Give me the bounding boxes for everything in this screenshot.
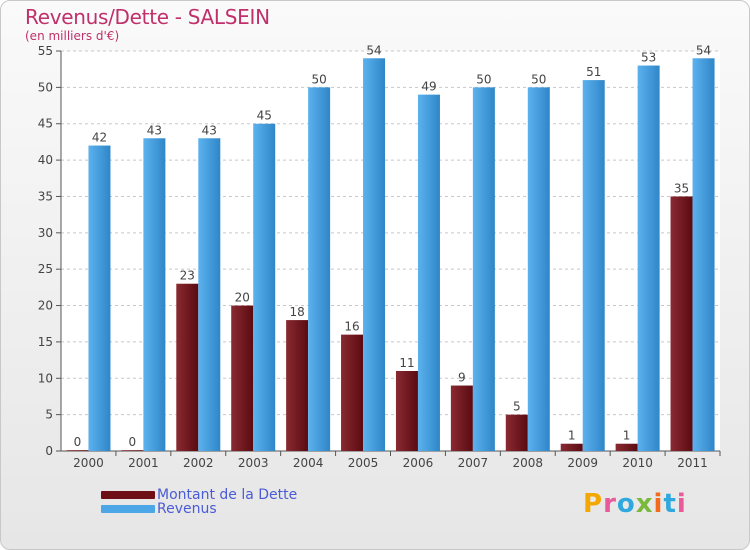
bar-dette [231,305,254,451]
data-label-dette: 18 [289,305,304,319]
x-tick-label: 2008 [513,456,544,470]
data-label-revenus: 50 [311,72,326,86]
chart-title: Revenus/Dette - SALSEIN [25,5,270,29]
y-tick-label: 0 [45,444,53,458]
bar-dette [670,196,693,451]
data-label-dette: 16 [344,320,359,334]
bar-revenus [198,138,221,452]
data-label-revenus: 42 [92,131,107,145]
data-label-dette: 0 [129,435,137,449]
bar-dette [176,283,199,451]
data-label-dette: 5 [513,400,521,414]
plot-area [61,51,720,451]
data-label-revenus: 50 [531,72,546,86]
chart-subtitle: (en milliers d'€) [25,29,120,43]
bar-dette [615,443,638,451]
bar-dette [121,450,144,451]
y-tick-label: 55 [38,44,53,58]
data-label-revenus: 54 [366,43,381,57]
y-tick-label: 40 [38,153,53,167]
data-label-revenus: 50 [476,72,491,86]
data-label-dette: 35 [674,181,689,195]
x-tick-label: 2006 [403,456,434,470]
data-label-revenus: 43 [202,123,217,137]
y-tick-label: 15 [38,335,53,349]
x-tick-label: 2001 [128,456,159,470]
data-label-revenus: 53 [641,51,656,65]
legend-item-dette: Montant de la Dette [101,487,297,503]
legend-label-dette: Montant de la Dette [157,487,298,503]
bar-dette [450,385,473,451]
data-label-revenus: 45 [257,109,272,123]
bar-dette [560,443,583,451]
x-tick-label: 2009 [567,456,598,470]
y-tick-label: 10 [38,371,53,385]
y-tick-label: 25 [38,262,53,276]
data-label-dette: 0 [74,435,82,449]
x-tick-label: 2007 [458,456,489,470]
x-tick-label: 2003 [238,456,269,470]
proxiti-logo: Proxiti [583,489,687,519]
bar-dette [341,334,364,451]
bar-revenus [308,87,331,451]
x-tick-label: 2011 [677,456,708,470]
bar-revenus [692,58,715,451]
bar-dette [286,320,309,451]
x-tick-label: 2004 [293,456,324,470]
data-label-dette: 9 [458,371,466,385]
legend-swatch-revenus [101,505,155,513]
bar-revenus [582,80,605,451]
legend-label-revenus: Revenus [157,501,217,517]
x-tick-label: 2002 [183,456,214,470]
bar-dette [505,414,528,451]
x-tick-label: 2000 [73,456,104,470]
bar-revenus [527,87,550,451]
y-tick-label: 45 [38,117,53,131]
y-tick-label: 5 [45,408,53,422]
bar-revenus [143,138,166,452]
bar-revenus [363,58,386,451]
y-tick-label: 50 [38,80,53,94]
bar-revenus [472,87,495,451]
data-label-revenus: 49 [421,80,436,94]
legend-swatch-dette [101,491,155,499]
legend-item-revenus: Revenus [101,501,217,517]
x-tick-label: 2005 [348,456,379,470]
data-label-revenus: 43 [147,123,162,137]
data-label-dette: 1 [568,429,576,443]
data-label-dette: 11 [399,356,414,370]
bar-revenus [253,123,276,452]
bar-dette [66,450,89,451]
data-label-dette: 20 [235,291,250,305]
bar-revenus [637,65,660,451]
bar-dette [395,371,418,451]
data-label-revenus: 54 [696,43,711,57]
bar-revenus [88,145,111,451]
data-label-dette: 1 [623,429,631,443]
y-tick-label: 30 [38,226,53,240]
bar-revenus [417,94,440,452]
data-label-revenus: 51 [586,65,601,79]
data-label-dette: 23 [180,269,195,283]
y-tick-label: 35 [38,189,53,203]
y-tick-label: 20 [38,299,53,313]
x-tick-label: 2010 [622,456,653,470]
